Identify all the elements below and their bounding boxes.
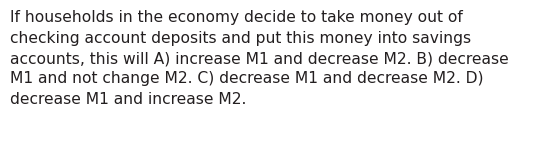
Text: If households in the economy decide to take money out of
checking account deposi: If households in the economy decide to t… xyxy=(10,10,509,107)
